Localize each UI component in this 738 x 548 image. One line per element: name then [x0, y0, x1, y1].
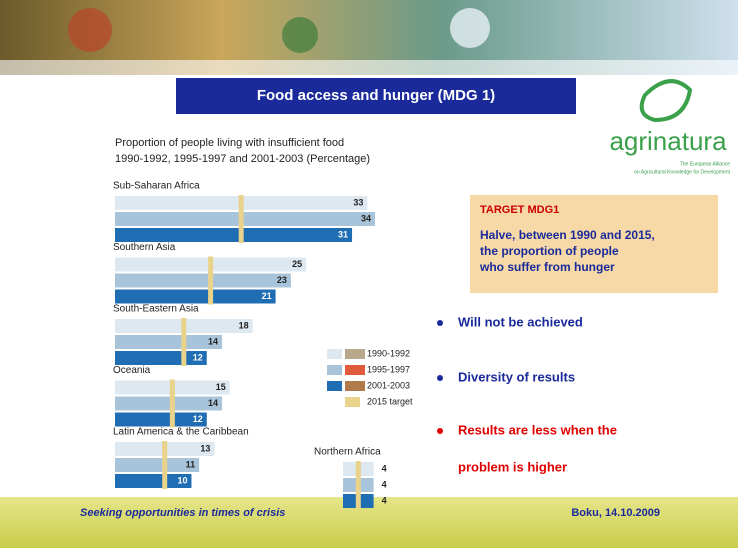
value-label: 18 — [239, 320, 249, 330]
target-marker — [356, 461, 361, 509]
value-label: 12 — [193, 414, 203, 424]
bullet-dot — [437, 428, 443, 434]
logo-tagline: The European Alliance — [680, 161, 731, 167]
chart-title: 1990-1992, 1995-1997 and 2001-2003 (Perc… — [115, 153, 370, 165]
slide-title: Food access and hunger (MDG 1) — [257, 87, 495, 104]
bullet-dot — [437, 375, 443, 381]
bar — [115, 290, 276, 304]
logo-name: agrinatura — [609, 126, 727, 156]
value-label: 13 — [200, 443, 210, 453]
legend-decor — [345, 349, 365, 359]
value-label: 4 — [382, 463, 387, 473]
bullet-text: problem is higher — [458, 459, 567, 474]
value-label: 33 — [353, 197, 363, 207]
legend-swatch — [327, 349, 342, 359]
value-label: 14 — [208, 336, 218, 346]
category-label: Northern Africa — [314, 447, 381, 458]
slide: Food access and hunger (MDG 1) agrinatur… — [0, 0, 738, 548]
legend-label: 1990-1992 — [367, 348, 410, 358]
target-text: Halve, between 1990 and 2015, — [480, 228, 655, 242]
target-marker — [162, 441, 167, 489]
bar — [115, 228, 352, 242]
target-text: the proportion of people — [480, 244, 619, 258]
target-marker — [239, 195, 244, 243]
value-label: 15 — [216, 382, 226, 392]
chart-title: Proportion of people living with insuffi… — [115, 137, 344, 149]
value-label: 10 — [177, 475, 187, 485]
value-label: 4 — [382, 479, 387, 489]
header-decor — [68, 8, 112, 52]
bar — [115, 335, 222, 349]
bullet-text: Diversity of results — [458, 369, 575, 384]
value-label: 12 — [193, 352, 203, 362]
value-label: 34 — [361, 213, 371, 223]
header-fade — [0, 60, 738, 80]
legend-label: 2001-2003 — [367, 380, 410, 390]
category-label: Oceania — [113, 365, 151, 376]
category-label: Latin America & the Caribbean — [113, 427, 249, 438]
category-label: Southern Asia — [113, 242, 176, 253]
legend-label: 2015 target — [367, 396, 413, 406]
bullet-text: Results are less when the — [458, 422, 617, 437]
value-label: 31 — [338, 229, 348, 239]
legend-decor — [345, 381, 365, 391]
value-label: 25 — [292, 259, 302, 269]
footer-left: Seeking opportunities in times of crisis — [80, 507, 285, 519]
value-label: 14 — [208, 398, 218, 408]
target-marker — [170, 380, 175, 428]
logo-tagline: on Agricultural Knowledge for Developmen… — [634, 169, 730, 175]
footer-right: Boku, 14.10.2009 — [571, 507, 660, 519]
bar — [115, 274, 291, 288]
bar — [115, 212, 375, 226]
legend-swatch — [327, 381, 342, 391]
header-decor — [450, 8, 490, 48]
category-label: South-Eastern Asia — [113, 304, 199, 315]
bar — [115, 397, 222, 411]
legend-swatch — [327, 365, 342, 375]
value-label: 21 — [262, 291, 272, 301]
header-decor — [282, 17, 318, 53]
category-label: Sub-Saharan Africa — [113, 181, 200, 192]
value-label: 11 — [186, 459, 196, 469]
value-label: 4 — [382, 495, 387, 505]
target-marker — [208, 257, 213, 305]
target-heading: TARGET MDG1 — [480, 204, 559, 216]
legend-label: 1995-1997 — [367, 364, 410, 374]
legend-swatch — [345, 397, 360, 407]
target-text: who suffer from hunger — [479, 260, 615, 274]
legend-decor — [345, 365, 365, 375]
value-label: 23 — [277, 275, 287, 285]
bullet-dot — [437, 320, 443, 326]
target-marker — [181, 318, 186, 366]
bullet-text: Will not be achieved — [458, 314, 583, 329]
